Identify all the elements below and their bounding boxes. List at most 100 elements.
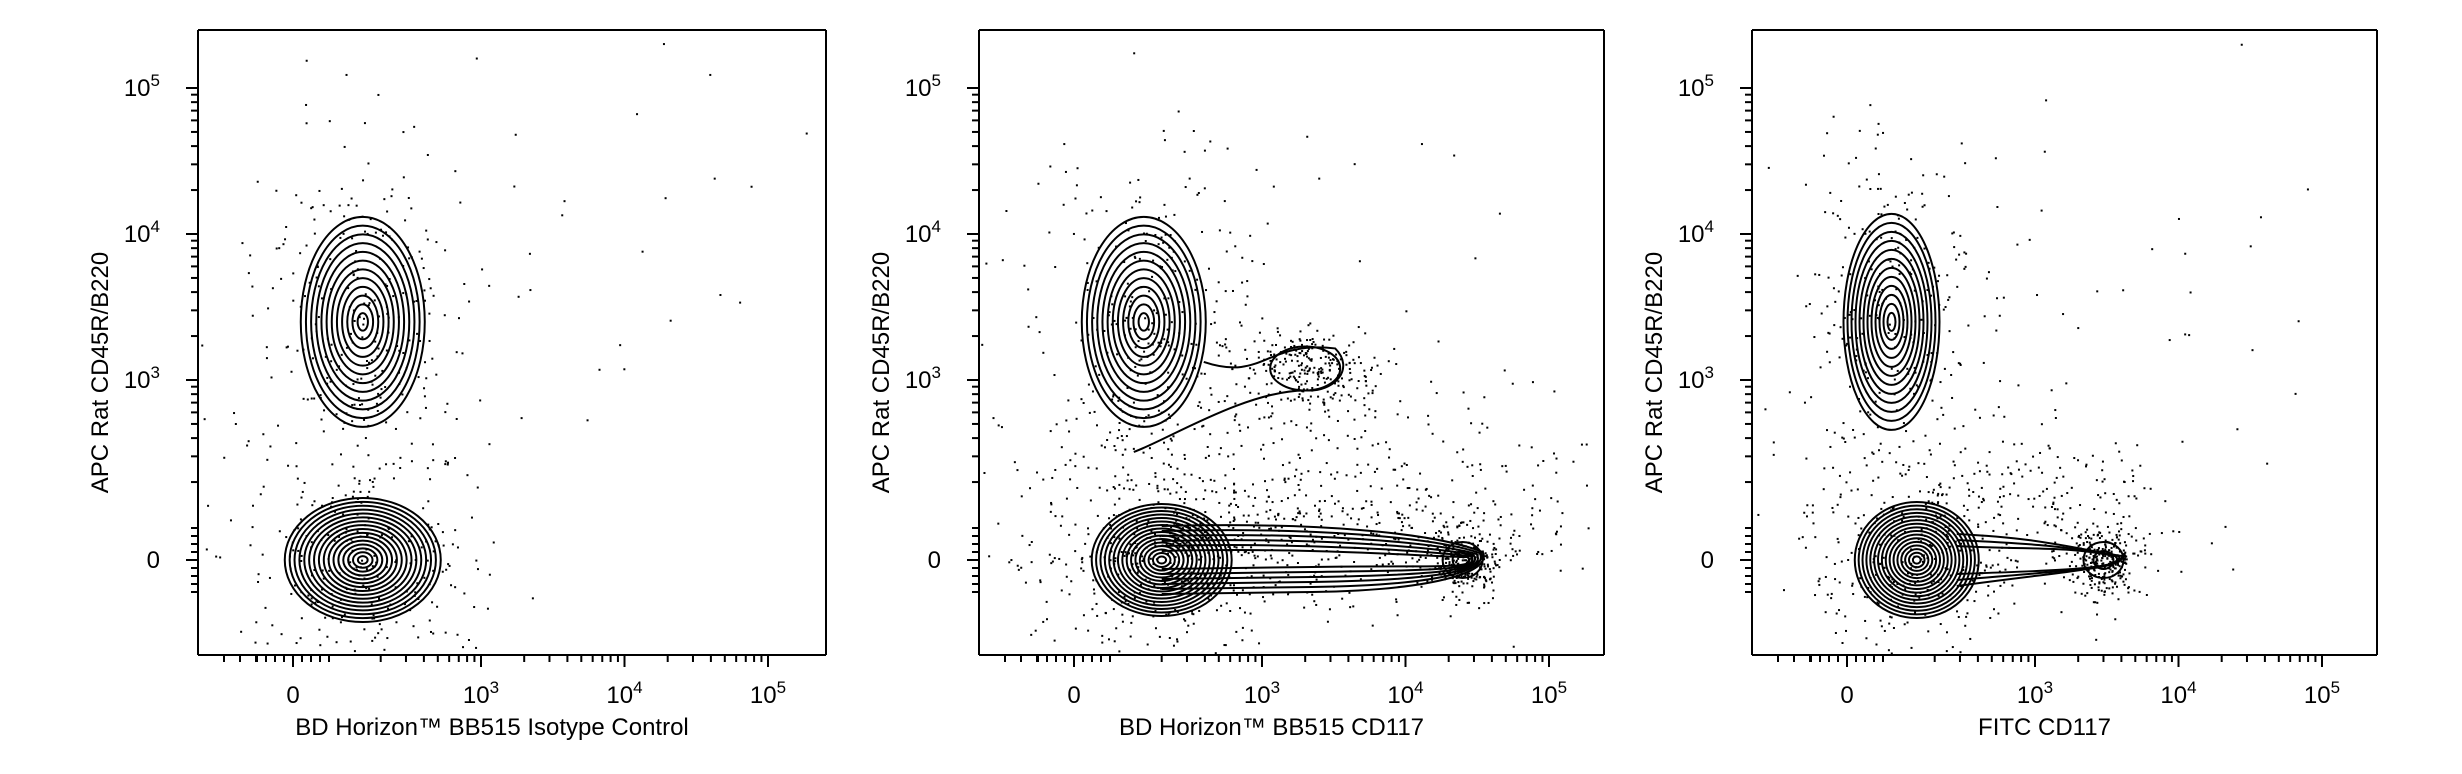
event-dot [1447,548,1450,551]
event-dot [1907,572,1910,575]
event-dot [1346,434,1349,437]
event-dot [2112,512,2115,515]
event-dot [1937,581,1940,584]
event-dot [2117,530,2120,533]
event-dot [1944,306,1947,309]
event-dot [2058,555,2061,558]
event-dot [1943,367,1946,370]
event-dot [2053,524,2056,527]
event-dot [1155,312,1158,315]
event-dot [1200,372,1203,375]
event-dot [1499,515,1502,518]
event-dot [1320,372,1323,375]
contour-line [1112,520,1211,600]
cd117-tail-contours [1956,533,2123,587]
event-dot [1930,294,1933,297]
event-dot [1252,368,1255,371]
event-dot [1252,504,1255,507]
event-dot [2189,291,2192,294]
event-dot [1184,490,1187,493]
event-dot [337,484,340,487]
x-tick-label: 0 [286,682,299,709]
event-dot [1298,510,1301,513]
event-dot [329,380,332,383]
event-dot [2017,517,2020,520]
event-dot [1192,130,1195,133]
event-dot [1302,354,1305,357]
event-dot [1334,392,1337,395]
event-dot [2013,482,2016,485]
event-dot [360,377,363,380]
event-dot [2053,508,2056,511]
event-dot [1194,367,1197,370]
y-tick-label: 105 [1678,71,1714,102]
event-dot [1859,410,1862,413]
event-dot [317,285,320,288]
contour-line [1886,311,1897,332]
contour-line [1116,277,1171,367]
event-dot [1270,427,1273,430]
event-dot [1342,384,1345,387]
event-dot [1836,503,1839,506]
event-dot [529,289,532,292]
event-dot [377,632,380,635]
event-dot [1253,554,1256,557]
contour-line [1111,268,1176,376]
event-dot [2164,500,2167,503]
event-dot [1318,177,1321,180]
event-dot [302,397,305,400]
x-tick-label: 105 [1531,678,1567,709]
event-dot [1364,380,1367,383]
event-dot [935,475,937,477]
event-dot [1898,273,1901,276]
event-dot [425,377,428,380]
event-dot [275,189,278,192]
event-dot [1941,493,1944,496]
event-dot [1131,296,1134,299]
event-dot [359,490,362,493]
event-dot [1089,555,1092,558]
event-dot [1897,697,1899,699]
event-dot [1154,233,1157,236]
event-dot [1833,431,1836,434]
event-dot [1988,549,1991,552]
event-dot [2101,548,2104,551]
event-dot [1320,558,1323,561]
event-dot [2041,471,2044,474]
event-dot [1053,557,1056,560]
event-dot [2054,525,2057,528]
event-dot [1341,597,1344,600]
event-dot [2096,525,2099,528]
event-dot [1982,499,1985,502]
event-dot [1357,518,1360,521]
event-dot [1287,573,1290,576]
event-dot [1250,662,1252,664]
event-dot [2104,544,2107,547]
event-dot [1855,355,1858,358]
event-dot [1844,440,1847,443]
event-dot [2090,579,2093,582]
event-dot [1327,356,1330,359]
event-dot [301,490,304,493]
event-dot [412,625,415,628]
event-dot [1855,156,1858,159]
event-dot [1504,554,1507,557]
event-dot [1572,460,1575,463]
event-dot [1117,399,1120,402]
event-dot [1330,495,1333,498]
event-dot [1498,558,1501,561]
event-dot [1132,488,1135,491]
event-dot [377,392,380,395]
event-dot [2297,320,2300,323]
event-dot [1094,365,1097,368]
event-dot [2053,557,2056,560]
event-dot [2080,592,2083,595]
event-dot [448,564,451,567]
event-dot [2090,537,2093,540]
event-dot [1329,359,1332,362]
event-dot [427,500,430,503]
event-dot [2040,423,2043,426]
event-dot [1347,393,1350,396]
event-dot [2125,562,2128,565]
